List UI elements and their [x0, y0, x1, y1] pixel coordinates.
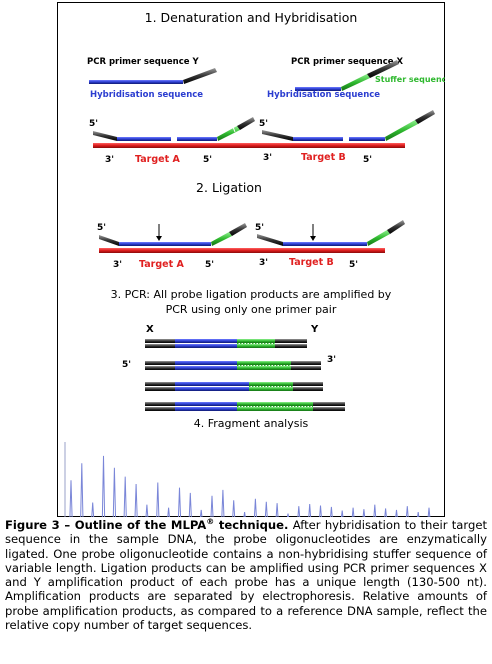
- electropherogram: [64, 442, 431, 517]
- primer-x-label: PCR primer sequence X: [291, 57, 403, 67]
- left-probes-hybridised: [93, 117, 255, 141]
- target-b-1: Target B: [301, 152, 346, 163]
- step3-title-line1: 3. PCR: All probe ligation products are …: [111, 288, 392, 301]
- pcr-product-1-segment: [145, 339, 175, 343]
- pcr-product-1-segment: [145, 344, 175, 348]
- pcr-product-1-segment: [237, 344, 275, 348]
- right-probes-hybridised: [262, 110, 435, 141]
- caption-title: Figure 3 – Outline of the MLPA® techniqu…: [5, 517, 289, 532]
- pcr-product-3-segment: [145, 387, 175, 391]
- pcr-products: [145, 339, 345, 411]
- electropherogram-trace: [69, 455, 431, 517]
- five-prime-b-2: 5': [349, 260, 358, 270]
- primer-y-label: PCR primer sequence Y: [87, 57, 199, 67]
- figure-caption: Figure 3 – Outline of the MLPA® techniqu…: [5, 518, 487, 632]
- pcr-product-1-segment: [175, 339, 237, 343]
- three-prime-b-2: 3': [259, 258, 268, 268]
- mlpa-diagram: 1. Denaturation and Hybridisation PCR pr…: [57, 2, 445, 517]
- pcr-product-2-segment: [145, 366, 175, 370]
- pcr-product-3-segment: [249, 382, 293, 386]
- pcr-product-4-segment: [237, 407, 313, 411]
- hyb-label-right: Hybridisation sequence: [267, 90, 380, 100]
- five-prime-a-1: 5': [203, 155, 212, 165]
- target-b-2: Target B: [289, 257, 334, 268]
- three-prime-b-1: 3': [263, 153, 272, 163]
- pcr-product-2-segment: [175, 361, 237, 365]
- left-probe-isolated: [89, 68, 217, 84]
- pcr-product-3-segment: [293, 387, 323, 391]
- target-a-2: Target A: [139, 259, 184, 270]
- target-strand-1: [93, 143, 405, 148]
- primer-y-marker: Y: [310, 324, 319, 335]
- pcr-product-2-segment: [291, 361, 321, 365]
- pcr-product-1-segment: [237, 339, 275, 343]
- pcr-product-1-segment: [175, 344, 237, 348]
- five-prime-right-1: 5': [259, 119, 268, 129]
- five-prime-pcr: 5': [122, 360, 131, 370]
- pcr-product-4-segment: [237, 402, 313, 406]
- pcr-product-2-segment: [291, 366, 321, 370]
- pcr-product-3-segment: [175, 387, 249, 391]
- step1-title: 1. Denaturation and Hybridisation: [145, 10, 358, 25]
- pcr-product-2-segment: [145, 361, 175, 365]
- pcr-product-4-segment: [145, 402, 175, 406]
- three-prime-pcr: 3': [327, 355, 336, 365]
- pcr-product-3-segment: [145, 382, 175, 386]
- primer-x-marker: X: [146, 324, 154, 335]
- three-prime-a-1: 3': [105, 155, 114, 165]
- left-probe-ligated: [99, 223, 247, 246]
- pcr-product-2-segment: [237, 366, 291, 370]
- pcr-product-3-segment: [293, 382, 323, 386]
- five-prime-left-2: 5': [97, 223, 106, 233]
- pcr-product-4-segment: [175, 402, 237, 406]
- figure-frame: [57, 2, 445, 517]
- pcr-product-4-segment: [145, 407, 175, 411]
- target-strand-2: [99, 248, 385, 253]
- target-a-1: Target A: [135, 154, 180, 165]
- pcr-product-1-segment: [275, 344, 307, 348]
- five-prime-right-2: 5': [255, 223, 264, 233]
- pcr-product-4-segment: [313, 407, 345, 411]
- step3-title-line2: PCR using only one primer pair: [166, 303, 337, 316]
- stuffer-label: Stuffer sequence: [375, 75, 445, 84]
- pcr-product-1-segment: [275, 339, 307, 343]
- pcr-product-3-segment: [175, 382, 249, 386]
- right-probe-isolated: [295, 60, 399, 91]
- three-prime-a-2: 3': [113, 260, 122, 270]
- five-prime-a-2: 5': [205, 260, 214, 270]
- step4-title: 4. Fragment analysis: [194, 417, 309, 430]
- pcr-product-4-segment: [175, 407, 237, 411]
- pcr-product-2-segment: [237, 361, 291, 365]
- five-prime-left-1: 5': [89, 119, 98, 129]
- right-probe-ligated: [257, 220, 405, 246]
- step2-title: 2. Ligation: [196, 180, 262, 195]
- pcr-product-2-segment: [175, 366, 237, 370]
- pcr-product-4-segment: [313, 402, 345, 406]
- caption-text: After hybridisation to their target sequ…: [5, 518, 487, 633]
- pcr-product-3-segment: [249, 387, 293, 391]
- five-prime-b-1: 5': [363, 155, 372, 165]
- hyb-label-left: Hybridisation sequence: [90, 90, 203, 100]
